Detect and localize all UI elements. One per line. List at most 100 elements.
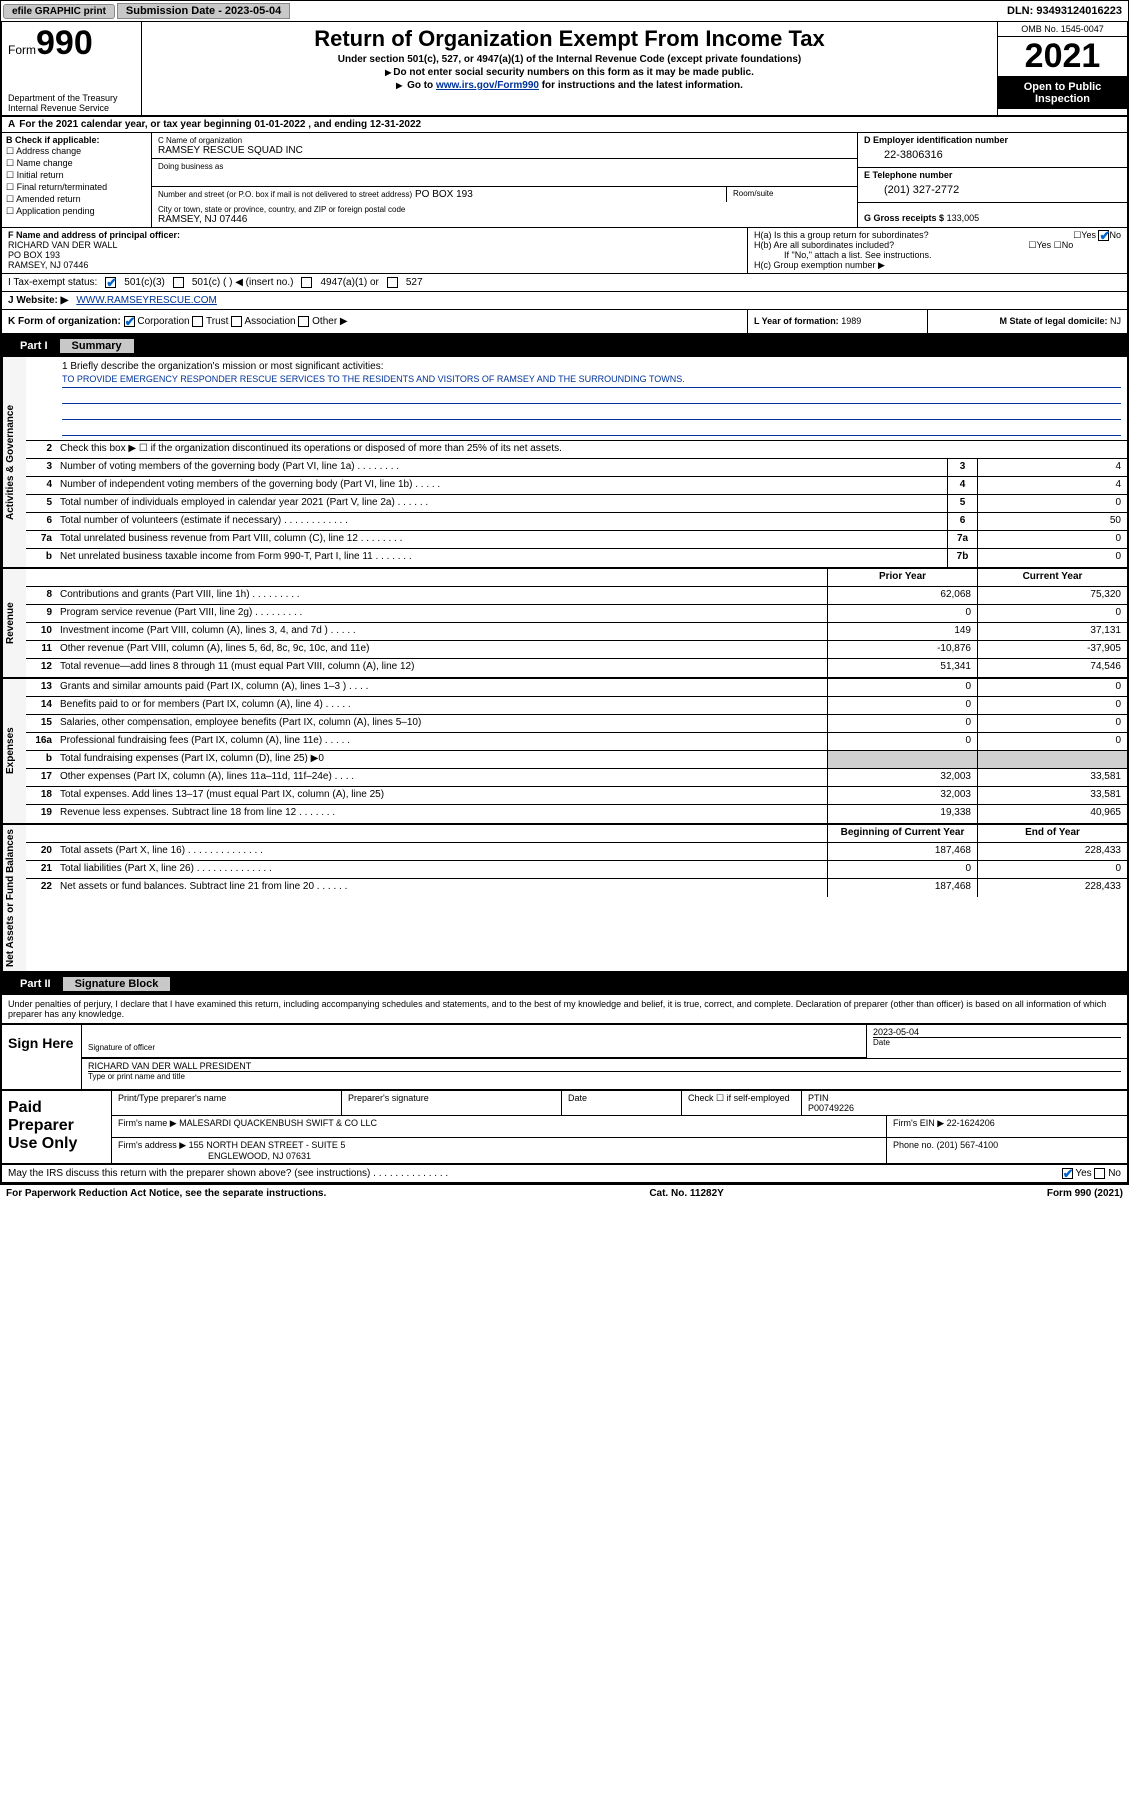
section-bcd: B Check if applicable: ☐ Address change … <box>0 133 1129 227</box>
chk-4947[interactable] <box>301 277 312 288</box>
gov-row-5: 5Total number of individuals employed in… <box>26 495 1127 513</box>
chk-application-pending[interactable]: ☐ Application pending <box>6 206 147 217</box>
row-k-l-m: K Form of organization: Corporation Trus… <box>0 309 1129 335</box>
street-address: PO BOX 193 <box>415 189 473 200</box>
tax-year-range: For the 2021 calendar year, or tax year … <box>19 119 421 130</box>
col-d-ein-phone: D Employer identification number 22-3806… <box>857 133 1127 227</box>
rev-row-9: 9Program service revenue (Part VIII, lin… <box>26 605 1127 623</box>
mission-text: TO PROVIDE EMERGENCY RESPONDER RESCUE SE… <box>62 374 1121 388</box>
chk-other[interactable] <box>298 316 309 327</box>
hdr-prior-year: Prior Year <box>827 569 977 586</box>
domicile-label: M State of legal domicile: <box>999 316 1107 326</box>
submission-date: Submission Date - 2023-05-04 <box>117 3 290 19</box>
firm-phone-label: Phone no. <box>893 1140 934 1150</box>
hdr-current-year: Current Year <box>977 569 1127 586</box>
exp-row-13: 13Grants and similar amounts paid (Part … <box>26 679 1127 697</box>
firm-ein-label: Firm's EIN ▶ <box>893 1118 944 1128</box>
part-2-title: Signature Block <box>63 977 171 991</box>
gov-row-4: 4Number of independent voting members of… <box>26 477 1127 495</box>
exp-row-b: bTotal fundraising expenses (Part IX, co… <box>26 751 1127 769</box>
chk-final-return[interactable]: ☐ Final return/terminated <box>6 182 147 193</box>
ha-no-checkbox[interactable] <box>1098 230 1109 241</box>
chk-501c3[interactable] <box>105 277 116 288</box>
hdr-end-year: End of Year <box>977 825 1127 842</box>
tax-status-label: I Tax-exempt status: <box>8 277 97 288</box>
chk-trust[interactable] <box>192 316 203 327</box>
h-a: H(a) Is this a group return for subordin… <box>754 230 1121 240</box>
perjury-statement: Under penalties of perjury, I declare th… <box>0 995 1129 1025</box>
exp-row-15: 15Salaries, other compensation, employee… <box>26 715 1127 733</box>
phone-label: E Telephone number <box>864 170 952 180</box>
prep-name-hdr: Print/Type preparer's name <box>112 1091 342 1115</box>
irs-label: Internal Revenue Service <box>8 103 135 113</box>
chk-association[interactable] <box>231 316 242 327</box>
chk-501c[interactable] <box>173 277 184 288</box>
ein-label: D Employer identification number <box>864 135 1008 145</box>
firm-name: MALESARDI QUACKENBUSH SWIFT & CO LLC <box>179 1118 377 1128</box>
mission-line-4 <box>62 422 1121 436</box>
hdr-begin-year: Beginning of Current Year <box>827 825 977 842</box>
subtitle-3-post: for instructions and the latest informat… <box>539 80 743 91</box>
discuss-no[interactable] <box>1094 1168 1105 1179</box>
form-ref: Form 990 (2021) <box>1047 1188 1123 1199</box>
sign-here-label: Sign Here <box>2 1025 82 1089</box>
prep-sig-hdr: Preparer's signature <box>342 1091 562 1115</box>
gov-row-6: 6Total number of volunteers (estimate if… <box>26 513 1127 531</box>
subtitle-1: Under section 501(c), 527, or 4947(a)(1)… <box>152 54 987 65</box>
vlabel-governance: Activities & Governance <box>2 357 26 567</box>
gov-row-7b: bNet unrelated business taxable income f… <box>26 549 1127 567</box>
discuss-row: May the IRS discuss this return with the… <box>0 1165 1129 1183</box>
officer-name-title: RICHARD VAN DER WALL PRESIDENT <box>88 1061 1121 1071</box>
form-label: Form <box>8 43 36 57</box>
website-link[interactable]: WWW.RAMSEYRESCUE.COM <box>76 295 217 306</box>
sig-date-label: Date <box>873 1037 1121 1047</box>
part-1-header: Part I Summary <box>0 335 1129 357</box>
domicile: NJ <box>1110 316 1121 326</box>
row-i-tax-status: I Tax-exempt status: 501(c)(3) 501(c) ( … <box>0 273 1129 291</box>
chk-address-change[interactable]: ☐ Address change <box>6 146 147 157</box>
vlabel-revenue: Revenue <box>2 569 26 677</box>
dept-treasury: Department of the Treasury <box>8 93 135 103</box>
website-label: J Website: ▶ <box>8 295 68 306</box>
gov-row-3: 3Number of voting members of the governi… <box>26 459 1127 477</box>
chk-name-change[interactable]: ☐ Name change <box>6 158 147 169</box>
exp-row-18: 18Total expenses. Add lines 13–17 (must … <box>26 787 1127 805</box>
irs-link[interactable]: www.irs.gov/Form990 <box>436 80 539 91</box>
addr-label: Number and street (or P.O. box if mail i… <box>158 190 412 199</box>
net-row-21: 21Total liabilities (Part X, line 26) . … <box>26 861 1127 879</box>
col-b-checkboxes: B Check if applicable: ☐ Address change … <box>2 133 152 227</box>
cat-number: Cat. No. 11282Y <box>649 1188 723 1199</box>
firm-ein: 22-1624206 <box>947 1118 995 1128</box>
chk-initial-return[interactable]: ☐ Initial return <box>6 170 147 181</box>
org-name-label: C Name of organization <box>158 136 242 145</box>
city-state-zip: RAMSEY, NJ 07446 <box>158 214 851 225</box>
paid-preparer-block: Paid Preparer Use Only Print/Type prepar… <box>0 1091 1129 1165</box>
ein-value: 22-3806316 <box>864 145 1121 165</box>
net-row-22: 22Net assets or fund balances. Subtract … <box>26 879 1127 897</box>
chk-527[interactable] <box>387 277 398 288</box>
subtitle-2: Do not enter social security numbers on … <box>152 67 987 78</box>
part-1-label: Part I <box>12 340 56 352</box>
col-c-org-info: C Name of organization RAMSEY RESCUE SQU… <box>152 133 857 227</box>
row-j-website: J Website: ▶ WWW.RAMSEYRESCUE.COM <box>0 291 1129 309</box>
officer-name: RICHARD VAN DER WALL <box>8 240 741 250</box>
part-2-header: Part II Signature Block <box>0 973 1129 995</box>
part-2-label: Part II <box>12 978 59 990</box>
exp-row-17: 17Other expenses (Part IX, column (A), l… <box>26 769 1127 787</box>
sign-here-block: Sign Here Signature of officer 2023-05-0… <box>0 1025 1129 1091</box>
discuss-yes[interactable] <box>1062 1168 1073 1179</box>
discuss-text: May the IRS discuss this return with the… <box>8 1168 448 1179</box>
dln: DLN: 93493124016223 <box>1007 5 1128 17</box>
chk-corporation[interactable] <box>124 316 135 327</box>
subtitle-3: Go to www.irs.gov/Form990 for instructio… <box>152 80 987 91</box>
officer-addr1: PO BOX 193 <box>8 250 741 260</box>
bottom-line: For Paperwork Reduction Act Notice, see … <box>0 1183 1129 1202</box>
exp-row-16a: 16aProfessional fundraising fees (Part I… <box>26 733 1127 751</box>
firm-addr-label: Firm's address ▶ <box>118 1140 186 1150</box>
part-1-title: Summary <box>60 339 134 353</box>
chk-amended[interactable]: ☐ Amended return <box>6 194 147 205</box>
efile-print-button[interactable]: efile GRAPHIC print <box>3 4 115 19</box>
tax-year: 2021 <box>998 37 1127 77</box>
form-title: Return of Organization Exempt From Incom… <box>152 26 987 52</box>
gross-receipts-value: 133,005 <box>947 213 980 223</box>
